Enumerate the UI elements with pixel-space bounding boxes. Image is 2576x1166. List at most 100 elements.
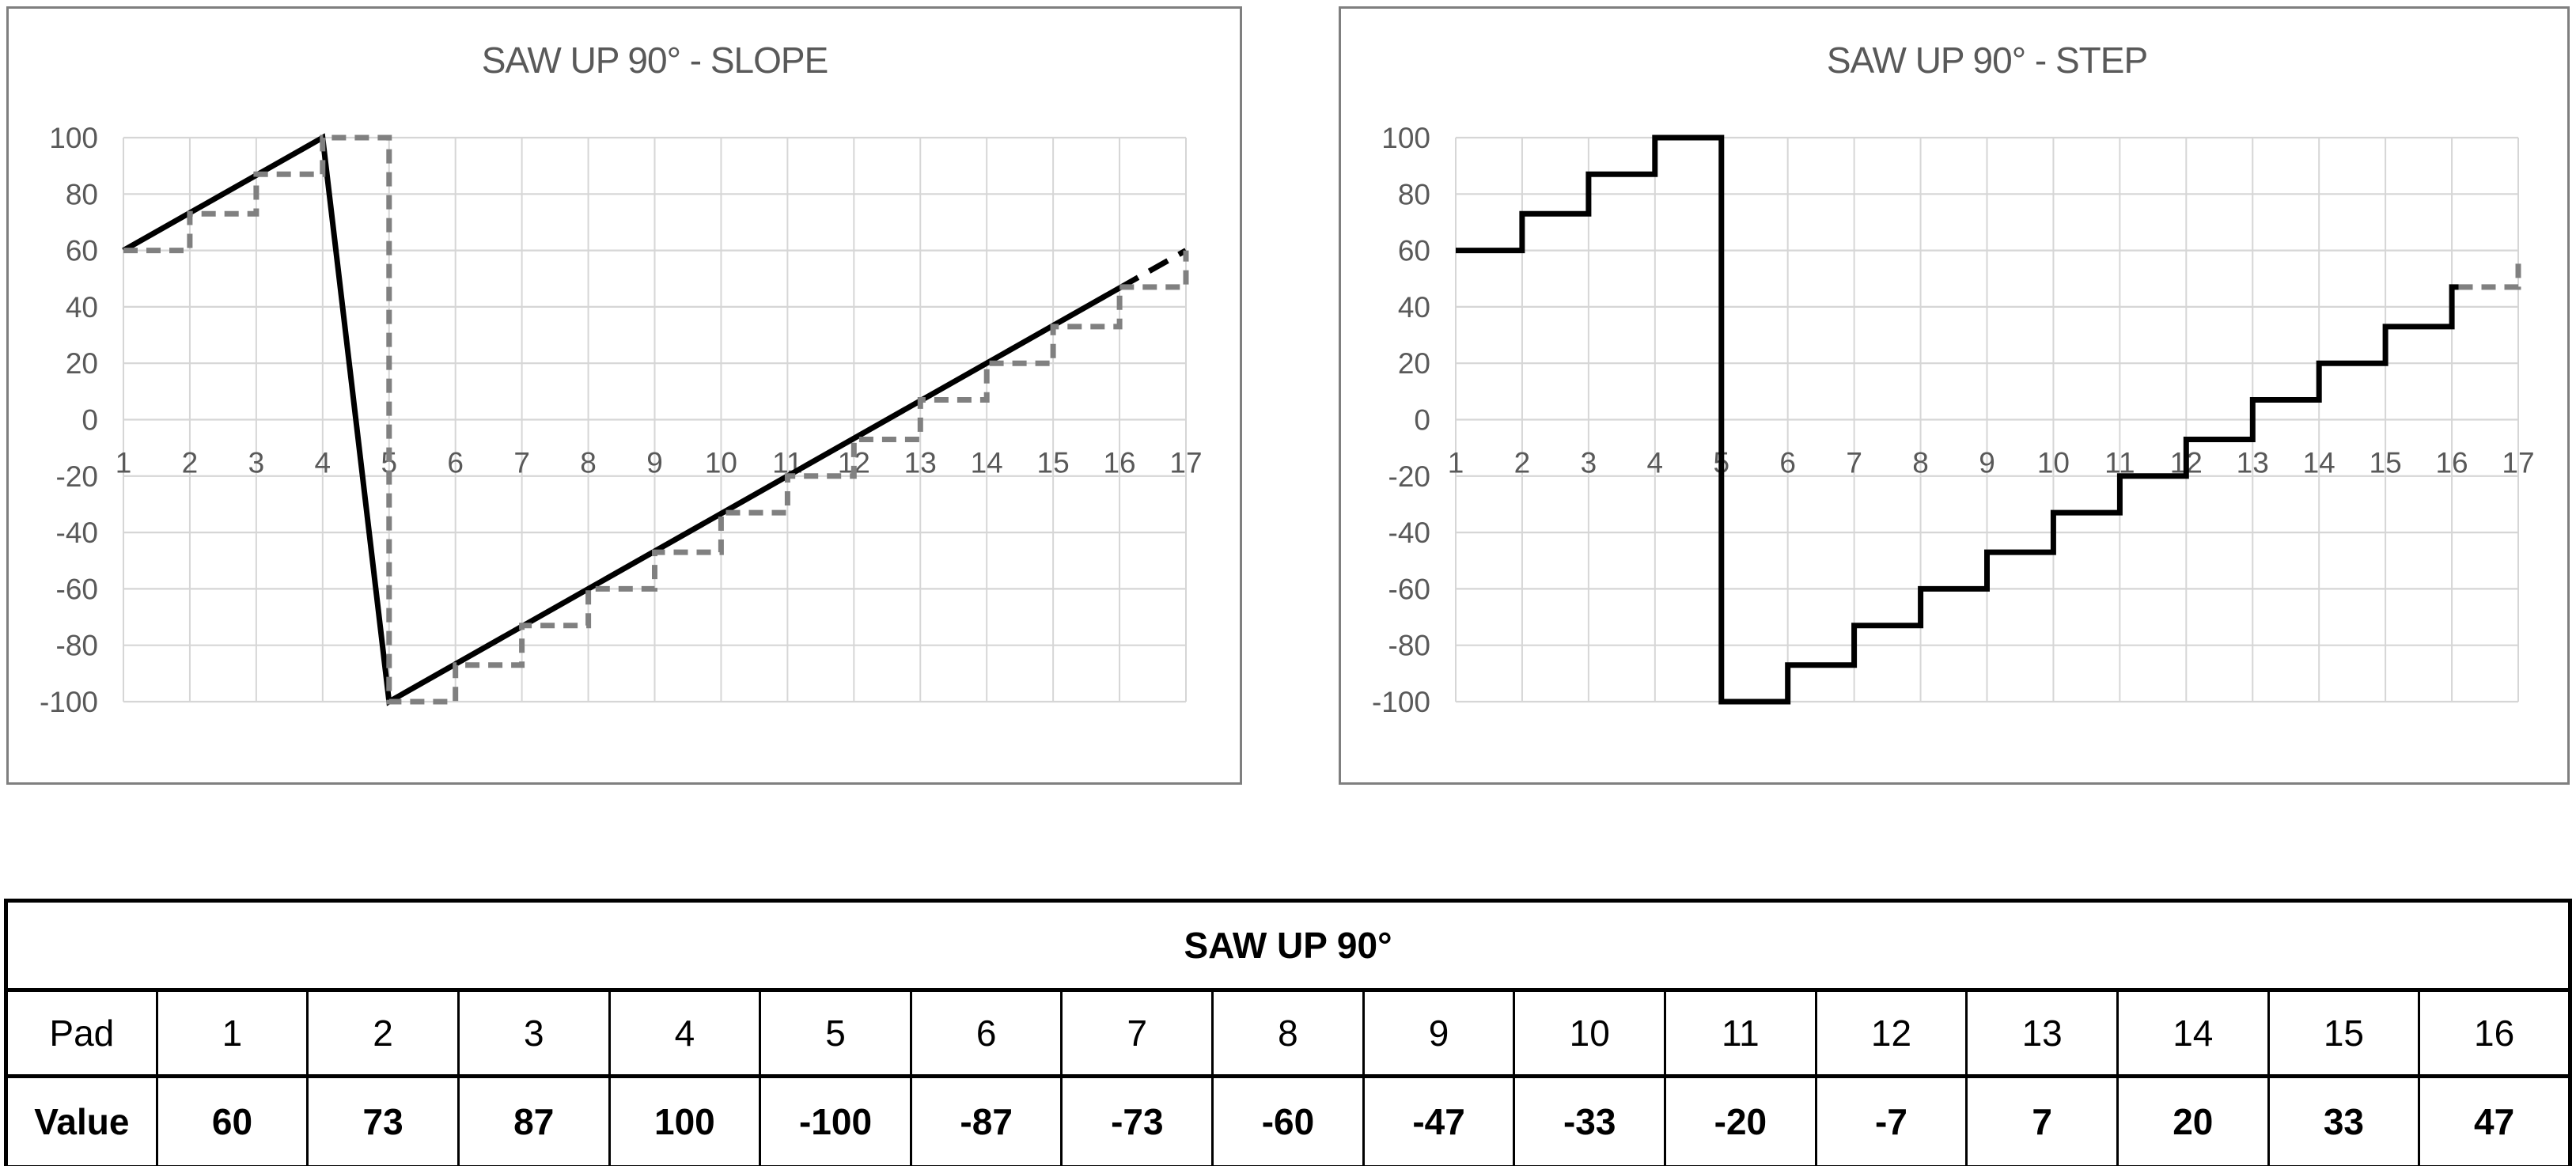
pad-cell: 8 [1211, 988, 1365, 1078]
x-tick-label: 5 [381, 447, 397, 479]
value-cell: 87 [456, 1074, 611, 1166]
pad-cell: 14 [2116, 988, 2270, 1078]
chart-title-step: SAW UP 90° - STEP [1826, 40, 2148, 81]
y-tick-label: 80 [66, 178, 98, 210]
value-cell: -87 [909, 1074, 1063, 1166]
pad-value-table: SAW UP 90° Pad 1 2 3 4 5 6 7 8 9 10 11 12 13 14 15 16 V… [4, 899, 2572, 1166]
series-slope-line [122, 133, 1121, 706]
step-chart-panel: 100 80 60 40 20 0 -20 -40 -60 -80 -100 1 2 3 4 5 6 7 8 9 10 1… [1339, 6, 2570, 785]
x-tick-label: 16 [2435, 447, 2468, 479]
value-cell: -20 [1664, 1074, 1817, 1166]
series-step-overlay [123, 134, 1189, 705]
x-tick-label: 13 [2237, 447, 2269, 479]
y-tick-label: -40 [1388, 517, 1430, 549]
value-cell: -33 [1513, 1074, 1667, 1166]
pad-cell: 12 [1814, 988, 1968, 1078]
x-tick-label: 7 [513, 447, 530, 479]
value-row: Value 60 73 87 100 -100 -87 -73 -60 -47 -33 -20 -7 7… [5, 1074, 2571, 1166]
x-tick-label: 13 [904, 447, 937, 479]
pad-cell: 4 [608, 988, 762, 1078]
y-tick-label: -80 [56, 630, 98, 662]
x-tick-label: 4 [1647, 447, 1664, 479]
x-tick-label: 14 [971, 447, 1003, 479]
y-tick-label: -100 [40, 686, 98, 718]
x-tick-label: 9 [646, 447, 663, 479]
y-tick-label: 100 [1381, 122, 1430, 154]
x-tick-label: 15 [2370, 447, 2402, 479]
x-tick-label: 15 [1037, 447, 1070, 479]
x-tick-label: 17 [2502, 447, 2534, 479]
slope-chart-plot: 100 80 60 40 20 0 -20 -40 -60 -80 -100 1 2 3 4 5 6 7 8 9 10 1… [40, 122, 1203, 718]
y-tick-label: -60 [56, 573, 98, 605]
y-tick-label: -80 [1388, 630, 1430, 662]
slope-chart-panel: 100 80 60 40 20 0 -20 -40 -60 -80 -100 1 2 3 4 5 6 7 8 9 10 1… [6, 6, 1242, 785]
y-tick-label: 40 [1398, 291, 1430, 324]
pad-cell: 13 [1965, 988, 2119, 1078]
y-tick-label: -100 [1372, 686, 1430, 718]
pad-cell: 9 [1362, 988, 1516, 1078]
pad-cell: 7 [1060, 988, 1214, 1078]
value-cell: -47 [1362, 1074, 1516, 1166]
series-step-projection [2458, 256, 2521, 290]
pad-cell: 1 [155, 988, 309, 1078]
x-tick-label: 3 [248, 447, 265, 479]
pad-cell: 6 [909, 988, 1063, 1078]
value-cell: 73 [306, 1074, 460, 1166]
table-title-row: SAW UP 90° [5, 899, 2571, 992]
value-cell: 20 [2116, 1074, 2270, 1166]
pad-cell: 10 [1513, 988, 1667, 1078]
pad-cell: 15 [2267, 988, 2421, 1078]
x-tick-label: 2 [182, 447, 199, 479]
x-tick-label: 17 [1169, 447, 1202, 479]
y-tick-label: -60 [1388, 573, 1430, 605]
chart-title-slope: SAW UP 90° - SLOPE [481, 40, 829, 81]
value-cell: -7 [1814, 1074, 1968, 1166]
value-cell: 33 [2267, 1074, 2421, 1166]
x-tick-label: 6 [1779, 447, 1796, 479]
pad-row: Pad 1 2 3 4 5 6 7 8 9 10 11 12 13 14 15 16 [5, 988, 2571, 1078]
series-step-line [1456, 134, 2459, 705]
x-tick-label: 16 [1103, 447, 1135, 479]
x-tick-label: 2 [1514, 447, 1531, 479]
x-tick-label: 4 [315, 447, 331, 479]
pad-cell: 16 [2418, 988, 2571, 1078]
y-tick-label: 80 [1398, 178, 1430, 210]
x-tick-label: 8 [1912, 447, 1929, 479]
series-slope-projection [1118, 248, 1188, 291]
y-tick-label: -20 [56, 460, 98, 493]
x-tick-label: 8 [580, 447, 597, 479]
x-tick-label: 9 [1979, 447, 1995, 479]
value-cell: 47 [2418, 1074, 2571, 1166]
y-tick-label: 60 [66, 235, 98, 267]
value-cell: -100 [759, 1074, 912, 1166]
y-tick-label: 20 [66, 347, 98, 380]
value-cell: 100 [608, 1074, 762, 1166]
x-tick-label: 6 [447, 447, 464, 479]
pad-cell: 11 [1664, 988, 1817, 1078]
y-tick-label: 0 [81, 404, 98, 437]
x-tick-label: 1 [1448, 447, 1464, 479]
y-tick-label: 0 [1414, 404, 1430, 437]
y-tick-label: 20 [1398, 347, 1430, 380]
y-tick-label: -20 [1388, 460, 1430, 493]
table-title: SAW UP 90° [5, 899, 2571, 992]
value-cell: -73 [1060, 1074, 1214, 1166]
y-tick-label: 100 [49, 122, 98, 154]
pad-cell: 3 [456, 988, 611, 1078]
x-tick-label: 10 [2037, 447, 2070, 479]
value-cell: 60 [155, 1074, 309, 1166]
y-tick-label: -40 [56, 517, 98, 549]
x-tick-label: 3 [1581, 447, 1597, 479]
x-tick-label: 14 [2303, 447, 2335, 479]
x-tick-label: 1 [116, 447, 132, 479]
x-tick-label: 7 [1846, 447, 1862, 479]
pad-row-label: Pad [5, 988, 158, 1078]
y-tick-label: 40 [66, 291, 98, 324]
x-tick-label: 10 [705, 447, 737, 479]
y-tick-label: 60 [1398, 235, 1430, 267]
pad-cell: 2 [306, 988, 460, 1078]
value-cell: 7 [1965, 1074, 2119, 1166]
value-row-label: Value [5, 1074, 158, 1166]
